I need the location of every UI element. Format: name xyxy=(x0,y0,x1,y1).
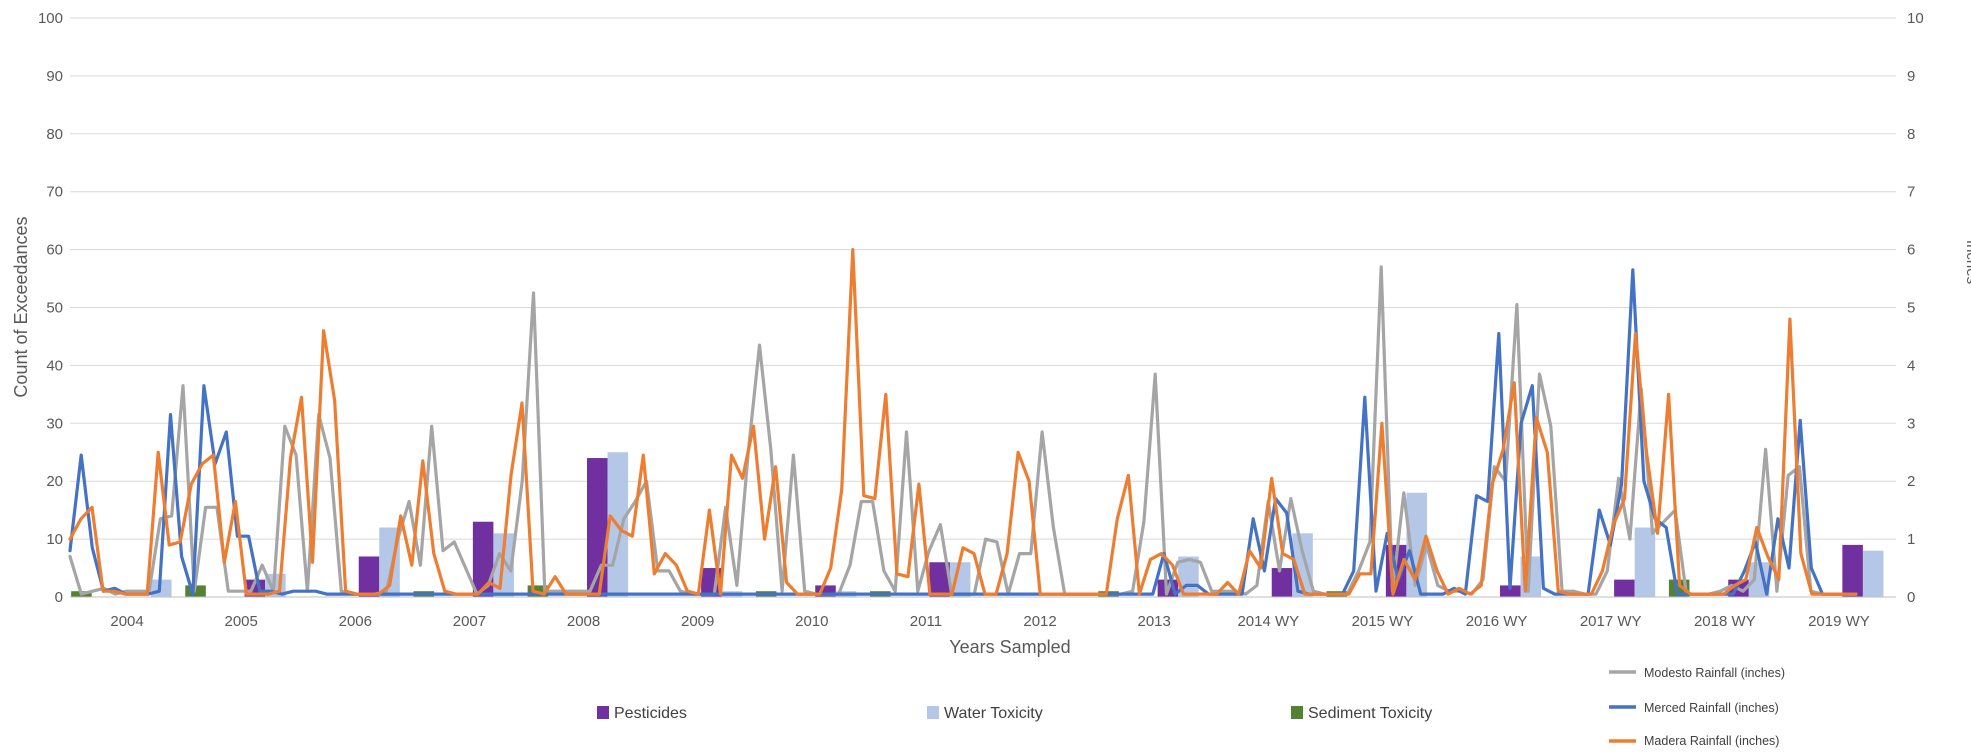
y-tick-label: 60 xyxy=(46,242,63,259)
y2-tick-label: 0 xyxy=(1907,589,1915,606)
x-tick-label: 2006 xyxy=(339,613,372,630)
y-tick-label: 0 xyxy=(55,589,63,606)
y2-tick-label: 5 xyxy=(1907,300,1915,317)
x-tick-label: 2014 WY xyxy=(1237,613,1299,630)
x-tick-label: 2004 xyxy=(110,613,143,630)
legend-label-merced: Merced Rainfall (inches) xyxy=(1644,701,1779,715)
y-tick-label: 80 xyxy=(46,126,63,143)
y2-tick-label: 8 xyxy=(1907,126,1915,143)
legend: Pesticides Water Toxicity Sediment Toxic… xyxy=(597,666,1785,748)
legend-label-water-toxicity: Water Toxicity xyxy=(944,705,1043,722)
y-tick-label: 40 xyxy=(46,357,63,374)
bar-pesticides xyxy=(472,521,494,597)
legend-label-sediment-toxicity: Sediment Toxicity xyxy=(1308,705,1432,722)
gridlines xyxy=(70,17,1896,598)
x-tick-label: 2013 xyxy=(1138,613,1171,630)
bar-pesticides xyxy=(1842,544,1863,597)
y-tick-label: 10 xyxy=(46,531,63,548)
bar-pesticides xyxy=(815,585,836,597)
y-axis-title: Count of Exceedances xyxy=(11,216,31,397)
x-tick-label: 2012 xyxy=(1023,613,1056,630)
bar-water-toxicity xyxy=(1862,550,1884,597)
y2-tick-label: 4 xyxy=(1907,357,1915,374)
y-tick-label: 90 xyxy=(46,68,63,85)
bar-series-group xyxy=(71,452,1884,597)
legend-swatch-water-toxicity xyxy=(927,706,939,719)
x-tick-label: 2016 WY xyxy=(1466,613,1528,630)
legend-label-madera: Madera Rainfall (inches) xyxy=(1644,734,1779,748)
y2-tick-label: 6 xyxy=(1907,242,1915,259)
y2-tick-label: 2 xyxy=(1907,473,1915,490)
bar-pesticides xyxy=(1271,568,1293,597)
y-tick-label: 20 xyxy=(46,473,63,490)
y2-tick-label: 7 xyxy=(1907,184,1915,201)
legend-swatch-pesticides xyxy=(597,706,609,719)
axes: 0 10 20 30 40 50 60 70 80 90 100 0 1 2 3 4 5 6 7 8 9 10 2004 20… xyxy=(38,10,1924,630)
x-tick-label: 2018 WY xyxy=(1694,613,1756,630)
y2-tick-label: 1 xyxy=(1907,531,1915,548)
bar-water-toxicity xyxy=(1634,527,1656,597)
y2-tick-label: 9 xyxy=(1907,68,1915,85)
bar-pesticides xyxy=(358,556,380,597)
y-tick-label: 70 xyxy=(46,184,63,201)
x-tick-label: 2008 xyxy=(567,613,600,630)
bar-pesticides xyxy=(1614,579,1635,597)
y2-tick-label: 3 xyxy=(1907,415,1915,432)
line-series-group xyxy=(68,248,1858,596)
bar-pesticides xyxy=(929,562,950,597)
x-tick-label: 2017 WY xyxy=(1580,613,1642,630)
legend-swatch-sediment-toxicity xyxy=(1291,706,1303,719)
y-tick-label: 100 xyxy=(38,10,63,27)
bar-pesticides xyxy=(1499,585,1521,597)
x-tick-label: 2010 xyxy=(795,613,828,630)
legend-label-pesticides: Pesticides xyxy=(614,705,687,722)
legend-label-modesto: Modesto Rainfall (inches) xyxy=(1644,666,1785,680)
x-tick-label: 2011 xyxy=(910,613,942,630)
y2-axis-title: Inches xyxy=(1963,240,1971,284)
x-tick-label: 2005 xyxy=(225,613,258,630)
x-tick-label: 2009 xyxy=(681,613,714,630)
y2-tick-label: 10 xyxy=(1907,10,1924,27)
bar-water-toxicity xyxy=(949,562,971,597)
x-axis-title: Years Sampled xyxy=(949,637,1070,657)
y-tick-label: 30 xyxy=(46,415,63,432)
y-tick-label: 50 xyxy=(46,300,63,317)
x-tick-label: 2015 WY xyxy=(1352,613,1414,630)
line-madera-rainfall xyxy=(68,248,1858,596)
x-tick-label: 2019 WY xyxy=(1808,613,1870,630)
x-tick-label: 2007 xyxy=(453,613,486,630)
